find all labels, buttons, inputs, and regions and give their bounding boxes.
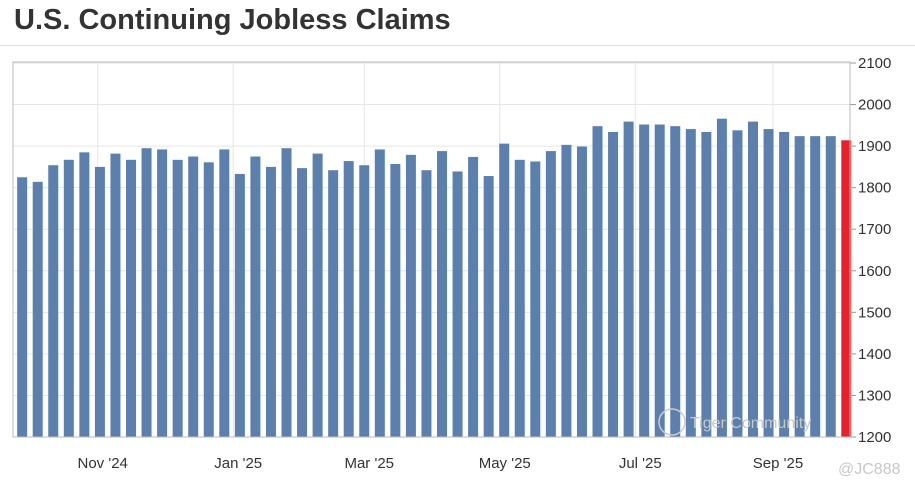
x-tick-label: Nov '24 (77, 455, 127, 472)
bar[interactable] (514, 159, 525, 437)
x-tick-label: Sep '25 (753, 455, 803, 472)
bar[interactable] (810, 136, 821, 438)
bar[interactable] (343, 161, 354, 437)
y-tick-label: 1700 (858, 221, 891, 238)
bar[interactable] (608, 131, 619, 437)
y-tick-label: 2000 (858, 97, 891, 114)
bar[interactable] (390, 163, 401, 438)
x-tick-label: Jan '25 (214, 455, 262, 472)
y-tick-label: 1800 (858, 180, 891, 197)
bar[interactable] (561, 144, 572, 437)
y-tick-label: 1900 (858, 138, 891, 155)
bar[interactable] (670, 126, 681, 438)
bar[interactable] (234, 173, 245, 437)
bar[interactable] (94, 166, 105, 437)
bar[interactable] (701, 131, 712, 437)
x-axis-ticks: Nov '24 Jan '25 Mar '25 May '25 Jul '25 Sep '… (77, 455, 803, 472)
bar[interactable] (825, 136, 836, 438)
bar[interactable] (499, 143, 510, 437)
bar[interactable] (576, 146, 587, 437)
bar[interactable] (483, 176, 494, 437)
y-tick-label: 1300 (858, 387, 891, 404)
bar[interactable] (297, 168, 308, 437)
bar[interactable] (188, 156, 199, 438)
watermark-text: Tiger Community (690, 415, 811, 432)
x-tick-label: Jul '25 (619, 455, 662, 472)
bar[interactable] (779, 131, 790, 437)
bar[interactable] (265, 166, 276, 437)
bar[interactable] (203, 162, 214, 437)
bar[interactable] (623, 121, 634, 438)
bar[interactable] (545, 151, 556, 437)
y-tick-label: 1500 (858, 304, 891, 321)
y-axis-ticks: 1200 1300 1400 1500 1600 1700 1800 1900 2000 2100 (850, 55, 891, 446)
bar[interactable] (592, 126, 603, 438)
bar[interactable] (126, 159, 137, 437)
bars (17, 118, 852, 438)
bar[interactable] (639, 124, 650, 437)
bar[interactable] (685, 129, 696, 437)
watermark-logo-icon (658, 408, 686, 436)
bar[interactable] (110, 153, 121, 437)
watermark-handle: @JC888 (838, 461, 901, 478)
bar[interactable] (48, 165, 59, 437)
bar[interactable] (79, 152, 90, 437)
bar[interactable] (157, 149, 168, 438)
bar[interactable] (219, 149, 230, 438)
y-tick-label: 2100 (858, 55, 891, 72)
bar[interactable] (654, 124, 665, 437)
bar[interactable] (63, 159, 74, 437)
bar[interactable] (530, 161, 541, 437)
y-tick-label: 1200 (858, 429, 891, 446)
bar-latest[interactable] (841, 140, 852, 437)
bar[interactable] (716, 118, 727, 437)
bar[interactable] (437, 151, 448, 437)
plot-frame (12, 61, 851, 438)
watermark: Tiger Community @JC888 (658, 408, 901, 478)
bar[interactable] (794, 136, 805, 438)
chart-title: U.S. Continuing Jobless Claims (14, 4, 451, 36)
bar[interactable] (17, 177, 28, 437)
bar[interactable] (172, 159, 183, 437)
bar[interactable] (421, 170, 432, 438)
y-tick-label: 1600 (858, 263, 891, 280)
bar[interactable] (763, 129, 774, 437)
bar[interactable] (405, 154, 416, 438)
bar[interactable] (374, 149, 385, 438)
bar[interactable] (452, 171, 463, 437)
bar[interactable] (32, 181, 43, 437)
bar[interactable] (328, 170, 339, 438)
title-divider (0, 45, 915, 46)
bar[interactable] (312, 153, 323, 437)
bar[interactable] (141, 148, 152, 437)
y-tick-label: 1400 (858, 346, 891, 363)
x-tick-label: May '25 (479, 455, 531, 472)
x-tick-label: Mar '25 (344, 455, 394, 472)
bar[interactable] (748, 121, 759, 438)
bar[interactable] (250, 156, 261, 438)
bar[interactable] (359, 165, 370, 437)
bar[interactable] (732, 130, 743, 437)
bar[interactable] (281, 148, 292, 437)
bar[interactable] (468, 156, 479, 437)
